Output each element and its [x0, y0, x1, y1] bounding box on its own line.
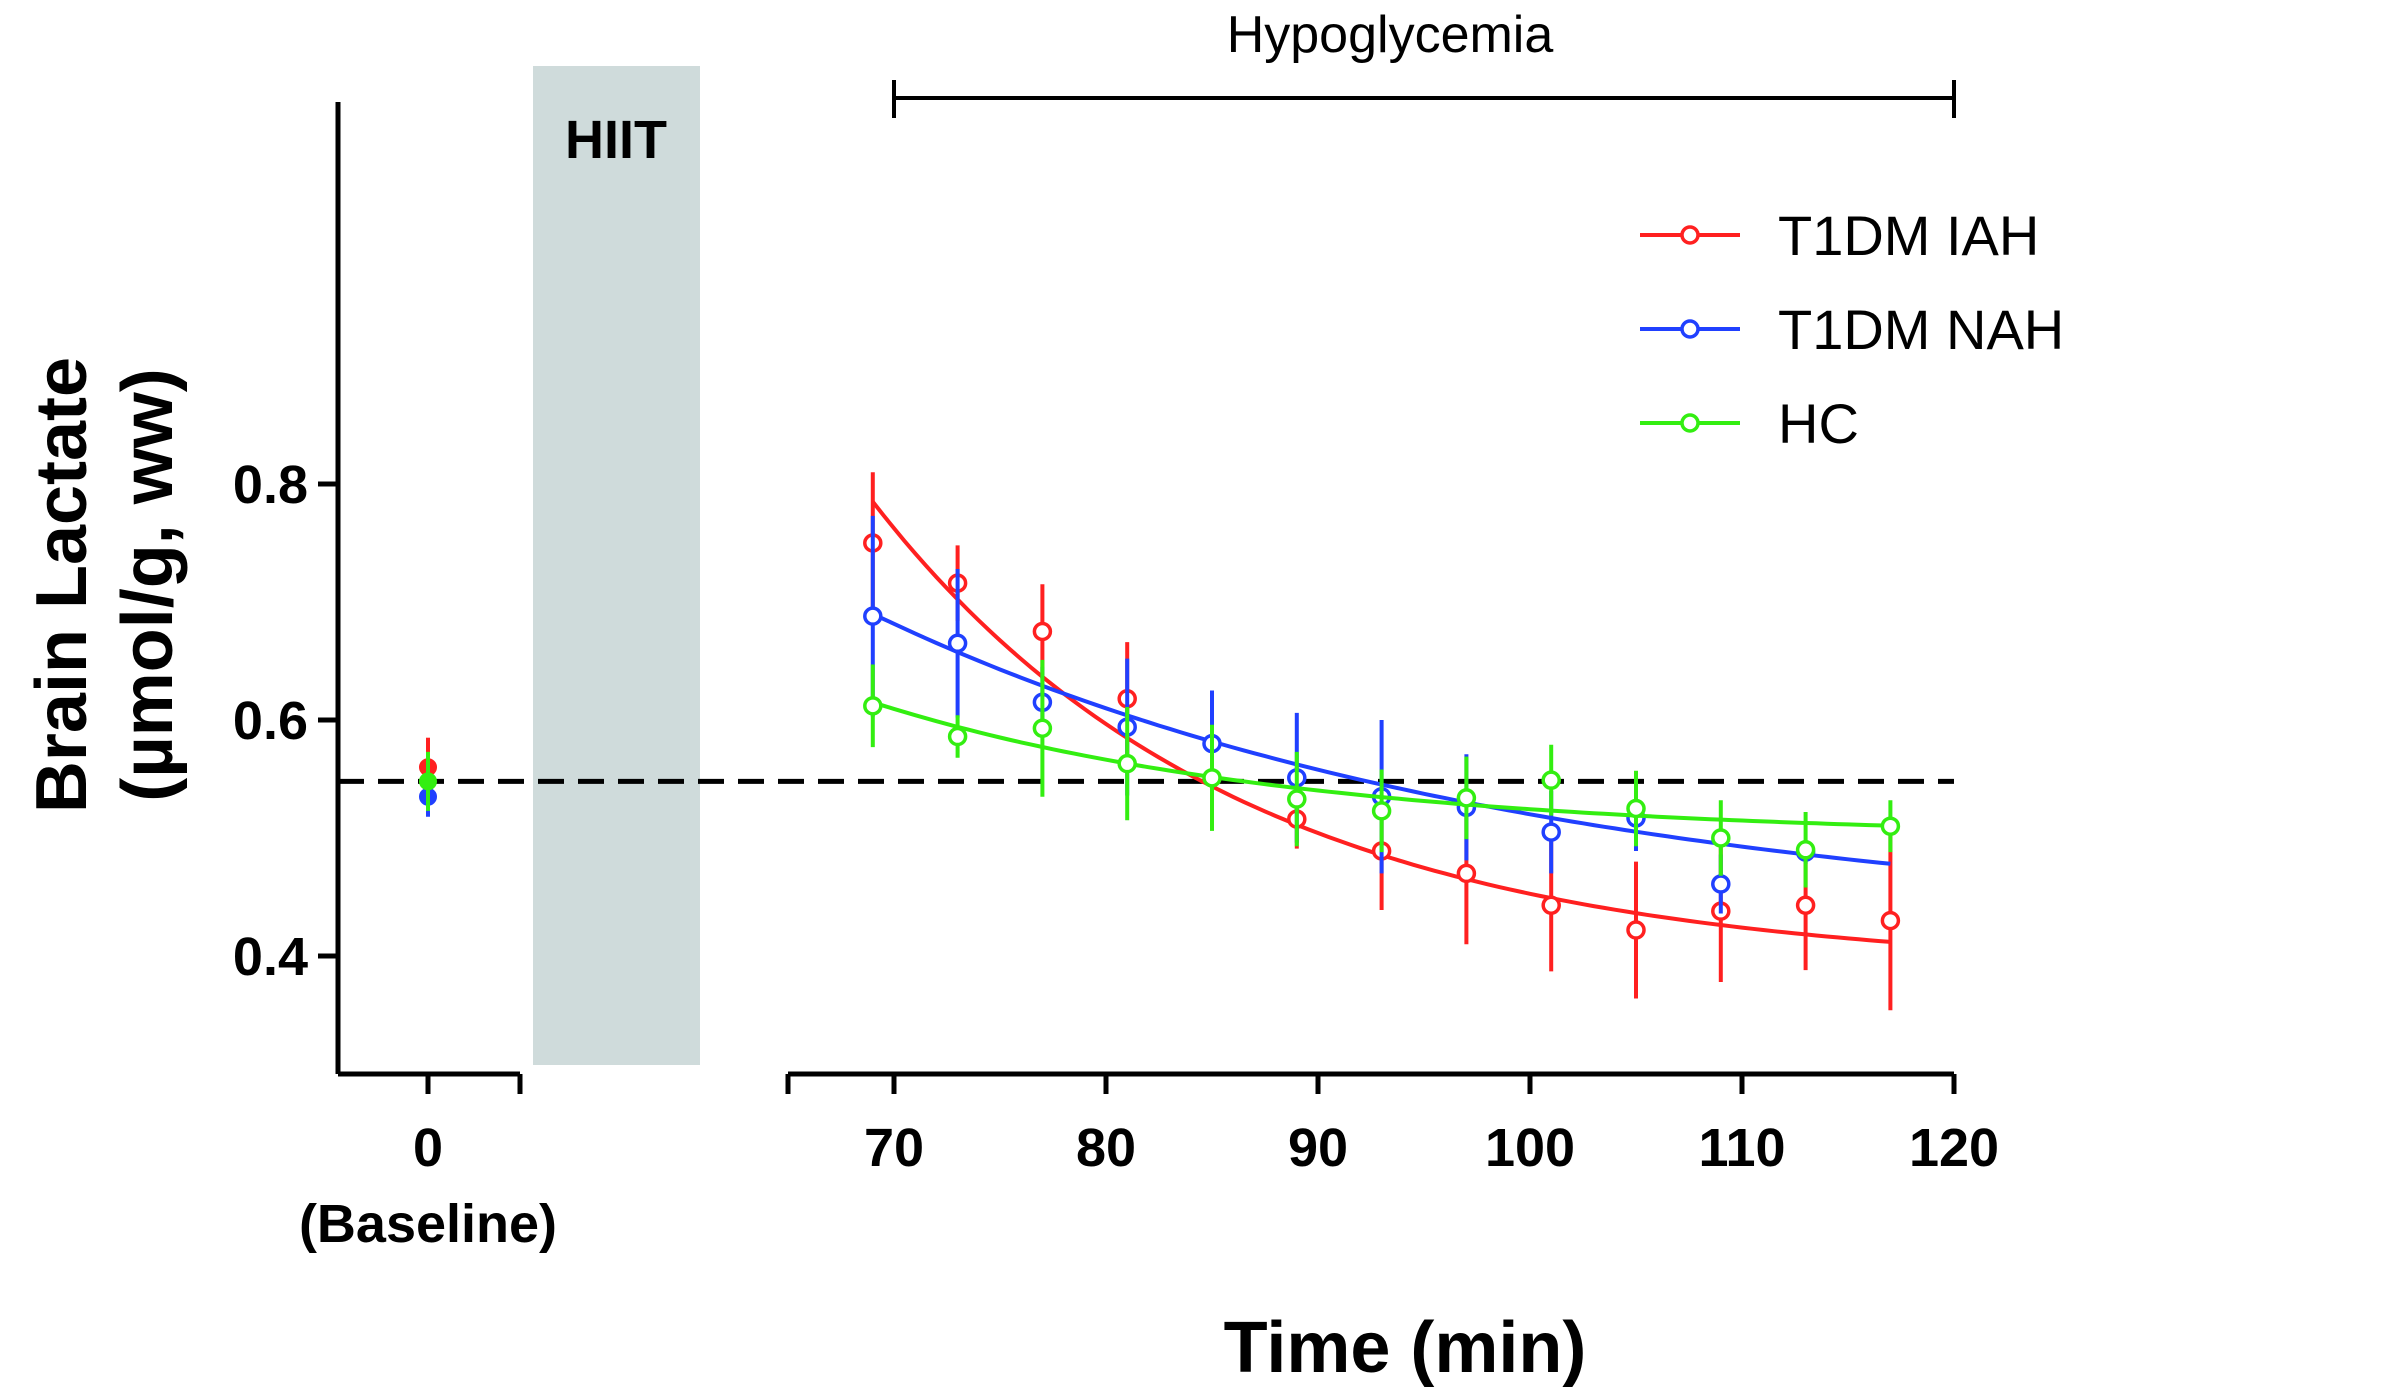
legend-item: T1DM IAH — [1640, 204, 2039, 267]
x-tick-label: 70 — [864, 1118, 924, 1178]
data-point — [1117, 753, 1137, 774]
legend-label: T1DM NAH — [1778, 298, 2064, 361]
baseline-point — [419, 772, 437, 791]
x-axis-title: Time (min) — [1224, 1308, 1587, 1388]
x-tick-label: 110 — [1698, 1118, 1785, 1178]
y-axis-title: Brain Lactate (µmol/g, ww) — [22, 357, 188, 813]
baseline-label: (Baseline) — [299, 1194, 557, 1254]
legend-label: T1DM IAH — [1778, 204, 2039, 267]
data-point — [1541, 895, 1561, 916]
hypoglycemia-bracket — [892, 80, 1956, 118]
data-point — [947, 633, 968, 654]
data-point — [1795, 840, 1816, 860]
legend-item: HC — [1640, 392, 1859, 455]
legend-swatch-marker — [1680, 225, 1700, 245]
y-axis-title-line2: (µmol/g, ww) — [108, 368, 188, 801]
series-layer — [419, 472, 1901, 1011]
y-tick-label: 0.6 — [233, 691, 308, 751]
y-tick-label: 0.8 — [233, 455, 308, 515]
legend: T1DM IAH T1DM NAH HC — [1640, 204, 2064, 455]
data-point — [1456, 788, 1477, 808]
data-point — [1711, 828, 1731, 848]
legend-swatch-marker — [1680, 413, 1700, 433]
hypoglycemia-label: Hypoglycemia — [1227, 6, 1554, 64]
data-point — [1456, 863, 1477, 884]
data-point — [1541, 822, 1561, 842]
data-point — [1626, 798, 1646, 819]
x-tick-label: 80 — [1076, 1118, 1136, 1178]
data-point — [1032, 718, 1053, 739]
data-point — [1541, 770, 1561, 790]
data-point — [1287, 789, 1307, 809]
hiit-label: HIIT — [565, 110, 667, 170]
data-point — [1711, 874, 1731, 894]
legend-swatch-marker — [1680, 319, 1700, 339]
data-point — [1880, 910, 1901, 931]
data-point — [1032, 621, 1053, 642]
y-tick-label: 0.4 — [233, 927, 308, 987]
data-point — [863, 696, 883, 716]
axes: 70 80 90 100 110 120 0.4 0.6 0.8 — [233, 102, 1999, 1178]
y-axis-title-line1: Brain Lactate — [22, 357, 102, 813]
data-point — [1202, 768, 1222, 788]
x-tick-label: 100 — [1485, 1118, 1575, 1178]
legend-item: T1DM NAH — [1640, 298, 2064, 361]
series-hc — [419, 659, 1901, 888]
baseline-tick-label: 0 — [413, 1118, 443, 1178]
data-point — [947, 726, 968, 747]
data-point — [1880, 816, 1901, 836]
x-tick-label: 90 — [1288, 1118, 1348, 1178]
data-point — [863, 606, 883, 626]
data-point — [1371, 801, 1392, 821]
legend-label: HC — [1778, 392, 1859, 455]
data-point — [1626, 920, 1646, 940]
x-tick-label: 120 — [1909, 1118, 1999, 1178]
hiit-band — [533, 66, 700, 1065]
data-point — [1795, 895, 1816, 916]
